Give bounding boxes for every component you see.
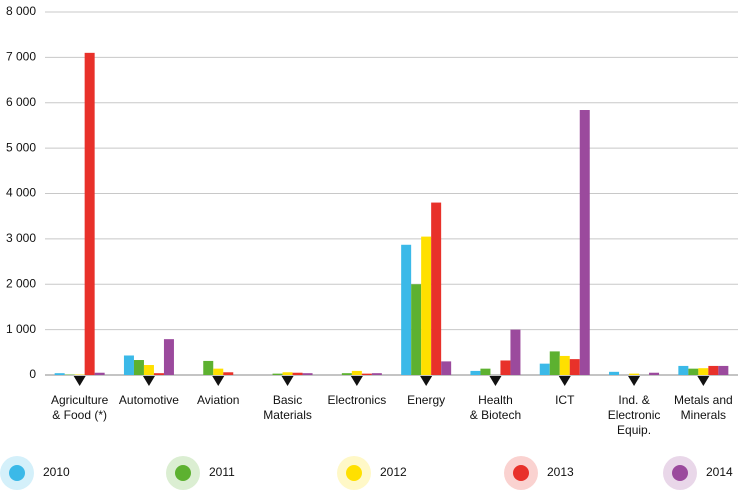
- bar: [94, 372, 105, 375]
- bar: [401, 244, 412, 375]
- bar: [351, 370, 362, 375]
- x-tick-label: Health: [478, 393, 513, 407]
- bar: [698, 368, 709, 375]
- bar: [341, 373, 352, 375]
- legend-label: 2014: [706, 465, 733, 479]
- x-tick-label: Metals and: [674, 393, 733, 407]
- bar: [421, 236, 432, 375]
- legend-swatch: [672, 465, 688, 481]
- bar: [609, 371, 620, 375]
- bar: [431, 202, 442, 375]
- bar: [688, 368, 699, 375]
- bar: [510, 329, 521, 375]
- category-marker: [489, 376, 502, 386]
- bar: [54, 373, 65, 375]
- bar: [84, 52, 95, 376]
- legend-swatch: [513, 465, 529, 481]
- x-tick-label: Basic: [273, 393, 302, 407]
- x-tick-label: Ind. &: [618, 393, 649, 407]
- x-tick-label: & Food (*): [52, 408, 107, 422]
- category-marker: [350, 376, 363, 386]
- bar: [441, 361, 452, 375]
- bar: [678, 365, 689, 375]
- bar: [153, 373, 164, 375]
- category-marker: [420, 376, 433, 386]
- legend-swatch: [346, 465, 362, 481]
- bar: [500, 360, 511, 375]
- bar: [272, 373, 283, 375]
- y-tick-label: 8 000: [6, 4, 36, 18]
- y-tick-label: 3 000: [6, 231, 36, 245]
- category-marker: [212, 376, 225, 386]
- category-marker: [558, 376, 571, 386]
- category-marker: [73, 376, 86, 386]
- bar: [361, 373, 372, 375]
- x-tick-label: Electronic: [608, 408, 661, 422]
- legend-swatch: [9, 465, 25, 481]
- x-tick-label: Electronics: [328, 393, 387, 407]
- bar: [480, 368, 491, 375]
- bar: [292, 372, 303, 375]
- x-tick-label: Minerals: [681, 408, 726, 422]
- y-tick-label: 5 000: [6, 140, 36, 154]
- x-tick-label: Equip.: [617, 423, 651, 437]
- bar: [579, 110, 590, 375]
- bar: [539, 363, 550, 375]
- bar: [282, 372, 293, 375]
- x-tick-label: Energy: [407, 393, 445, 407]
- x-tick-label: & Biotech: [470, 408, 521, 422]
- legend-label: 2011: [209, 465, 235, 479]
- bar: [649, 372, 660, 375]
- x-tick-label: ICT: [555, 393, 575, 407]
- bar: [123, 355, 134, 375]
- category-marker: [628, 376, 641, 386]
- category-marker: [281, 376, 294, 386]
- bar: [559, 355, 570, 375]
- x-tick-label: Aviation: [197, 393, 239, 407]
- bar: [223, 372, 234, 375]
- y-tick-label: 1 000: [6, 322, 36, 336]
- bar: [569, 359, 580, 375]
- bar: [470, 370, 481, 375]
- y-tick-label: 2 000: [6, 276, 36, 290]
- legend-swatch: [175, 465, 191, 481]
- bar: [302, 373, 313, 375]
- bar: [718, 365, 729, 375]
- bar: [213, 368, 224, 375]
- bar: [143, 365, 154, 375]
- bar: [371, 373, 382, 375]
- category-marker: [142, 376, 155, 386]
- x-tick-label: Automotive: [119, 393, 179, 407]
- y-tick-label: 6 000: [6, 95, 36, 109]
- bar: [549, 351, 560, 375]
- category-marker: [697, 376, 710, 386]
- bar: [203, 360, 214, 375]
- y-tick-label: 4 000: [6, 186, 36, 200]
- legend-label: 2010: [43, 465, 70, 479]
- y-tick-label: 7 000: [6, 50, 36, 64]
- legend-label: 2012: [380, 465, 407, 479]
- x-tick-label: Agriculture: [51, 393, 109, 407]
- bar: [629, 373, 640, 375]
- bar: [708, 365, 719, 375]
- bar: [411, 284, 422, 375]
- x-tick-label: Materials: [263, 408, 312, 422]
- legend-label: 2013: [547, 465, 574, 479]
- y-tick-label: 0: [29, 367, 36, 381]
- bar: [163, 339, 174, 375]
- bar: [133, 360, 144, 375]
